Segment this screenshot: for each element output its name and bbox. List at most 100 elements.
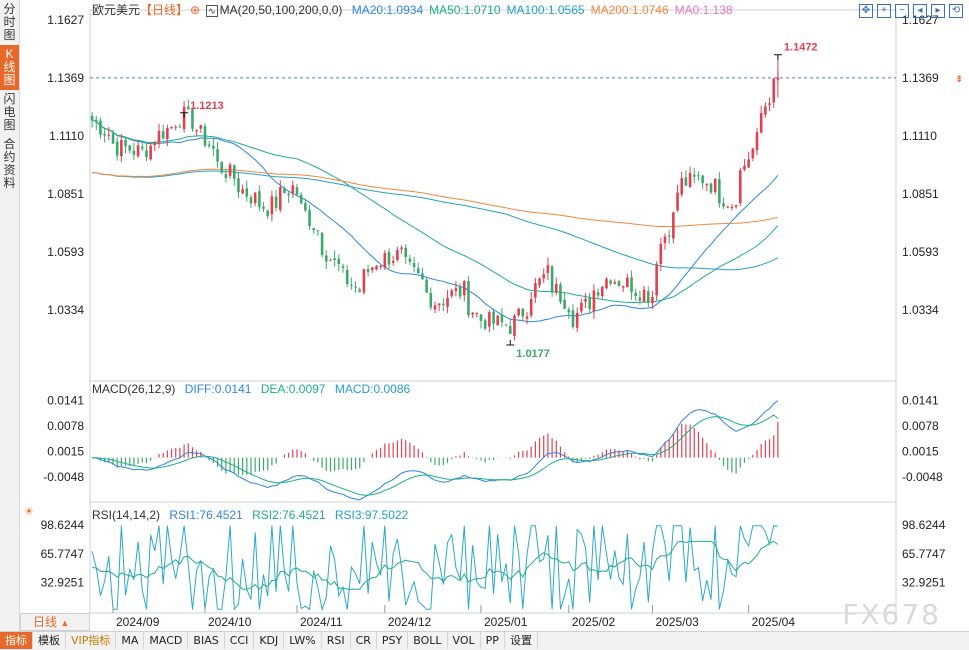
- macd-tick-left: 0.0015: [47, 445, 84, 459]
- candle-body: [232, 165, 236, 179]
- indicator-tab-0[interactable]: 指标: [0, 632, 33, 649]
- ma200-line: [92, 168, 778, 228]
- candle-body: [425, 279, 428, 293]
- right-icon[interactable]: ▸: [931, 4, 945, 18]
- indicator-tab-15[interactable]: 设置: [505, 632, 538, 649]
- left-icon[interactable]: ◂: [913, 4, 927, 18]
- period-tag[interactable]: 【日线】: [140, 3, 189, 17]
- candle-body: [337, 258, 341, 265]
- ma-params: MA(20,50,100,200,0,0): [219, 3, 343, 17]
- candle-body: [370, 267, 374, 271]
- candle-body: [722, 203, 725, 207]
- symbol-name: 欧元美元: [92, 3, 141, 17]
- candle-body: [107, 134, 111, 136]
- candle-body: [609, 280, 612, 284]
- candle-body: [199, 125, 203, 129]
- x-tick-label: 2024/11: [300, 615, 343, 629]
- candle-body: [688, 172, 692, 187]
- zoom-in-icon[interactable]: +: [877, 4, 891, 18]
- ma20-line: [91, 119, 779, 323]
- candle-body: [207, 144, 211, 147]
- indicator-tab-3[interactable]: MA: [116, 632, 145, 649]
- candle-body: [446, 297, 449, 307]
- macd-diff-line: [92, 400, 779, 501]
- candle-body: [299, 194, 303, 204]
- x-tick-label: 2025/04: [752, 615, 796, 629]
- candle-body: [362, 269, 366, 293]
- candle-body: [718, 179, 721, 204]
- candle-body: [626, 277, 629, 287]
- candle-body: [329, 259, 332, 261]
- candle-body: [483, 320, 487, 329]
- rsi-tick-right: 98.6244: [902, 518, 946, 532]
- indicator-tab-8[interactable]: LW%: [284, 632, 322, 649]
- indicator-tab-6[interactable]: CCI: [225, 632, 255, 649]
- candle-body: [345, 269, 349, 284]
- candle-body: [613, 282, 617, 284]
- candle-body: [575, 312, 579, 328]
- indicator-tab-5[interactable]: BIAS: [188, 632, 225, 649]
- candle-body: [479, 314, 483, 321]
- sidebar-item-kline[interactable]: K线图: [0, 45, 19, 90]
- indicator-tab-2[interactable]: VIP指标: [66, 632, 117, 649]
- ma-values: MA20:1.0934 MA50:1.0710 MA100:1.0565 MA200:…: [352, 3, 739, 17]
- sidebar-item-contract[interactable]: 合约资料: [3, 137, 16, 190]
- candle-body: [174, 126, 178, 128]
- indicator-tab-11[interactable]: PSY: [377, 632, 409, 649]
- candle-body: [375, 266, 378, 270]
- indicator-tab-4[interactable]: MACD: [144, 632, 189, 649]
- sidebar-item-flash[interactable]: 闪电图: [3, 92, 16, 132]
- indicator-tab-9[interactable]: RSI: [322, 632, 351, 649]
- expand-icon[interactable]: ⊕: [190, 3, 201, 17]
- candle-body: [521, 308, 525, 317]
- indicator-tab-10[interactable]: CR: [351, 632, 377, 649]
- indicator-tab-14[interactable]: PP: [481, 632, 505, 649]
- candle-body: [391, 260, 395, 263]
- indicator-tab-13[interactable]: VOL: [448, 632, 481, 649]
- watermark: FX678: [842, 598, 941, 631]
- reset-icon[interactable]: ⟲: [949, 4, 963, 18]
- candle-body: [132, 150, 136, 155]
- macd-tick-right: -0.0048: [902, 470, 943, 484]
- rsi-settings-icon[interactable]: ☀: [24, 506, 34, 518]
- candle-body: [103, 133, 106, 136]
- ma-value-2: MA100:1.0565: [506, 3, 585, 17]
- high-label: 1.1472: [784, 42, 818, 54]
- price-tick-right: 1.0851: [902, 187, 939, 201]
- candle-body: [755, 132, 759, 151]
- indicator-tab-1[interactable]: 模板: [33, 632, 66, 649]
- candle-body: [596, 292, 600, 296]
- candle-body: [161, 131, 165, 139]
- candle-body: [341, 266, 345, 268]
- candle-body: [224, 174, 228, 178]
- candle-body: [408, 258, 412, 262]
- zoom-out-icon[interactable]: −: [895, 4, 909, 18]
- candle-body: [387, 251, 391, 265]
- candle-body: [663, 236, 667, 243]
- move-icon[interactable]: ✥: [859, 4, 873, 18]
- rsi-tick-left: 98.6244: [41, 518, 85, 532]
- current-price-box: [898, 70, 969, 85]
- candle-body: [237, 178, 240, 193]
- candle-body: [676, 192, 679, 211]
- candle-body: [655, 264, 658, 296]
- ma-value-0: MA20:1.0934: [351, 3, 424, 17]
- indicator-tab-7[interactable]: KDJ: [254, 632, 285, 649]
- candle-body: [166, 127, 169, 139]
- x-tick-label: 2025/01: [484, 615, 528, 629]
- candle-body: [404, 247, 408, 257]
- indicator-tab-12[interactable]: BOLL: [408, 632, 448, 649]
- period-select[interactable]: 日线 ▲: [20, 613, 90, 631]
- macd-tick-right: 0.0078: [902, 419, 939, 433]
- candle-body: [667, 235, 671, 237]
- candle-body: [709, 183, 713, 193]
- rsi3-value: RSI3:97.5022: [334, 508, 409, 522]
- candle-body: [178, 126, 182, 128]
- price-tick-left: 1.0593: [47, 245, 84, 259]
- candle-body: [567, 309, 571, 313]
- price-arrow-icon: ⇟: [955, 74, 963, 85]
- sidebar-item-timeshare[interactable]: 分时图: [3, 2, 16, 42]
- ma-indicator-icon[interactable]: ∿: [206, 5, 218, 17]
- prev-high-label: 1.1213: [190, 100, 224, 112]
- candle-body: [488, 312, 491, 327]
